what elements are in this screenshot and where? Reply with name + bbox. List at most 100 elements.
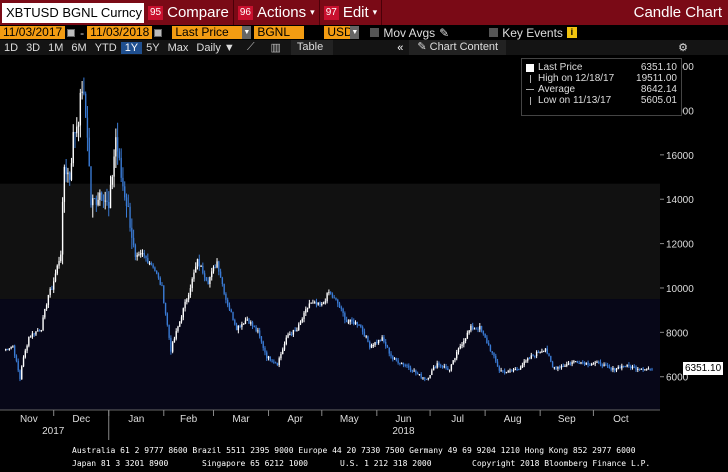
candle-body bbox=[12, 345, 14, 347]
chevron-down-icon[interactable]: ▼ bbox=[242, 26, 252, 39]
chart-legend[interactable]: Last Price 6351.10 High on 12/18/17 1951… bbox=[521, 58, 682, 116]
candle-body bbox=[507, 371, 509, 373]
candle-body bbox=[313, 302, 316, 304]
calendar-icon[interactable] bbox=[67, 28, 76, 37]
actions-menu[interactable]: 96 Actions ▾ bbox=[234, 0, 320, 25]
candle-body bbox=[345, 319, 348, 322]
bar-chart-icon[interactable]: ▥ bbox=[270, 42, 281, 54]
legend-label: High on 12/18/17 bbox=[538, 73, 615, 84]
candle-body bbox=[415, 370, 417, 374]
candle-body bbox=[606, 364, 609, 367]
period-3d[interactable]: 3D bbox=[26, 41, 41, 54]
candle-body bbox=[193, 272, 195, 279]
actions-label: Actions bbox=[256, 4, 307, 21]
x-tick-label: Jan bbox=[128, 414, 144, 425]
chevron-down-icon: ▾ bbox=[310, 7, 315, 17]
candle-body bbox=[502, 370, 504, 372]
line-chart-icon[interactable]: ⟋ bbox=[246, 41, 255, 53]
table-button[interactable]: Table bbox=[290, 40, 334, 55]
candle-body bbox=[285, 337, 287, 345]
candle-body bbox=[223, 284, 225, 294]
currency-select[interactable]: USD bbox=[324, 26, 353, 39]
pencil-icon[interactable]: ✎ bbox=[439, 25, 450, 40]
candle-body bbox=[53, 281, 55, 290]
period-1d[interactable]: 1D bbox=[4, 41, 19, 54]
candle-body bbox=[413, 370, 415, 372]
chevron-down-icon[interactable]: ▼ bbox=[350, 26, 360, 39]
candle-body bbox=[496, 361, 499, 367]
candle-body bbox=[58, 260, 60, 266]
period-max[interactable]: Max bbox=[167, 41, 189, 54]
info-icon[interactable]: i bbox=[566, 27, 577, 38]
candle-body bbox=[464, 338, 467, 341]
candle-body bbox=[88, 137, 90, 167]
low-marker-icon bbox=[530, 96, 534, 105]
footer-japan: Japan 81 3 3201 8900 bbox=[72, 459, 169, 468]
candle-body bbox=[317, 302, 319, 305]
candle-body bbox=[202, 266, 204, 274]
candle-body bbox=[81, 91, 83, 93]
gear-icon[interactable]: ⚙ bbox=[678, 42, 688, 54]
footer-copyright: Copyright 2018 Bloomberg Finance L.P. bbox=[472, 459, 651, 468]
candle-body bbox=[273, 361, 275, 363]
candle-body bbox=[525, 360, 527, 362]
candle-body bbox=[67, 172, 69, 175]
period-1m[interactable]: 1M bbox=[48, 41, 64, 54]
y-tick-label: 8000 bbox=[666, 328, 689, 339]
candle-body bbox=[278, 358, 280, 366]
candle-body bbox=[360, 324, 362, 328]
period-1y[interactable]: 1Y bbox=[120, 41, 143, 54]
period-toolbar: 1D 3D 1M 6M YTD 1Y 5Y Max Daily ▼ ⟋ ▥ Ta… bbox=[0, 40, 728, 55]
candle-body bbox=[290, 334, 293, 336]
candle-body bbox=[282, 349, 284, 355]
candle-body bbox=[511, 370, 513, 372]
ticker-field[interactable]: XBTUSD BGNL Curncy bbox=[2, 2, 144, 23]
candle-body bbox=[65, 166, 67, 175]
collapse-button[interactable]: « bbox=[397, 41, 404, 54]
candle-body bbox=[475, 328, 477, 330]
mov-avgs-checkbox[interactable] bbox=[370, 28, 380, 37]
candle-body bbox=[230, 309, 232, 313]
candle-body bbox=[189, 288, 192, 295]
x-tick-label: Nov bbox=[20, 414, 38, 425]
chart-content-button[interactable]: ✎ Chart Content bbox=[409, 40, 507, 55]
start-date-input[interactable]: 11/03/2017 bbox=[0, 26, 66, 39]
candle-body bbox=[225, 293, 227, 300]
candle-body bbox=[122, 177, 124, 187]
period-ytd[interactable]: YTD bbox=[94, 41, 117, 54]
candle-body bbox=[457, 348, 460, 353]
candle-body bbox=[287, 334, 289, 338]
key-events-checkbox[interactable] bbox=[489, 28, 499, 37]
candle-body bbox=[369, 341, 371, 348]
candle-body bbox=[585, 362, 587, 365]
candle-body bbox=[13, 345, 16, 356]
candle-body bbox=[250, 322, 252, 324]
edit-menu[interactable]: 97 Edit ▾ bbox=[320, 0, 383, 25]
candle-body bbox=[574, 361, 577, 363]
candle-body bbox=[131, 227, 133, 238]
candle-body bbox=[637, 368, 639, 370]
candle-body bbox=[551, 361, 554, 368]
frequency-select[interactable]: Daily ▼ bbox=[196, 41, 235, 54]
candle-body bbox=[493, 352, 495, 357]
candle-body bbox=[370, 345, 373, 348]
candle-body bbox=[599, 362, 602, 365]
period-6m[interactable]: 6M bbox=[71, 41, 87, 54]
candle-body bbox=[45, 304, 48, 309]
calendar-icon[interactable] bbox=[154, 28, 163, 37]
source-input[interactable]: BGNL bbox=[254, 26, 305, 39]
candle-body bbox=[576, 361, 579, 364]
candle-body bbox=[140, 253, 142, 255]
candle-body bbox=[116, 137, 119, 152]
candle-body bbox=[186, 299, 188, 302]
date-separator: - bbox=[80, 25, 85, 40]
candle-body bbox=[596, 361, 598, 363]
candle-body bbox=[125, 197, 128, 207]
compare-menu[interactable]: 95 Compare bbox=[144, 0, 234, 25]
price-field-select[interactable]: Last Price bbox=[172, 26, 243, 39]
candle-body bbox=[22, 357, 25, 367]
candle-body bbox=[624, 366, 627, 368]
period-5y[interactable]: 5Y bbox=[146, 41, 160, 54]
candle-icon bbox=[526, 63, 534, 72]
end-date-input[interactable]: 11/03/2018 bbox=[87, 26, 153, 39]
